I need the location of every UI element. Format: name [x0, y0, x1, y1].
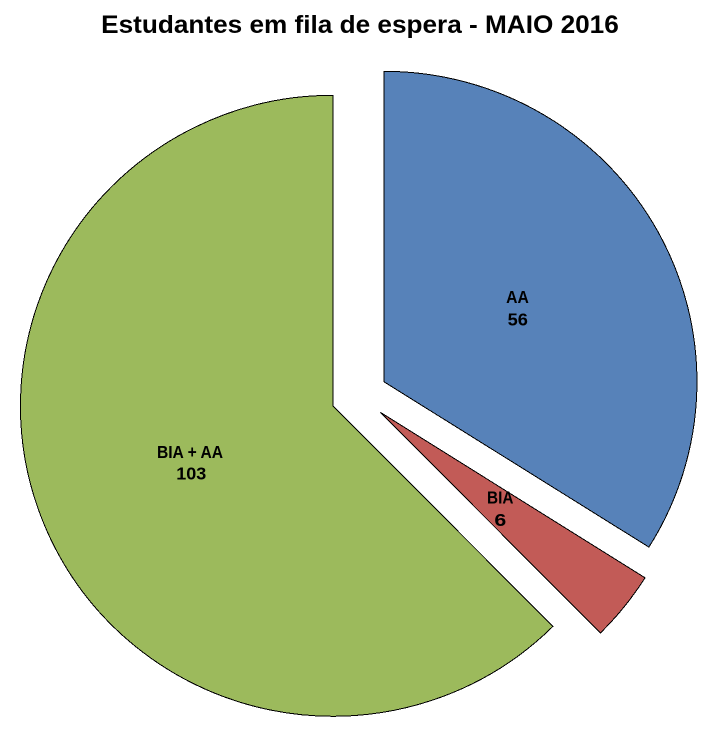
- svg-text:6: 6: [494, 510, 506, 530]
- svg-text:56: 56: [508, 309, 529, 329]
- svg-text:Estudantes em fila de espera -: Estudantes em fila de espera - MAIO 2016: [101, 11, 619, 39]
- svg-text:103: 103: [176, 463, 206, 483]
- svg-text:AA: AA: [506, 287, 529, 307]
- svg-text:BIA: BIA: [487, 488, 514, 508]
- svg-text:BIA + AA: BIA + AA: [157, 442, 223, 462]
